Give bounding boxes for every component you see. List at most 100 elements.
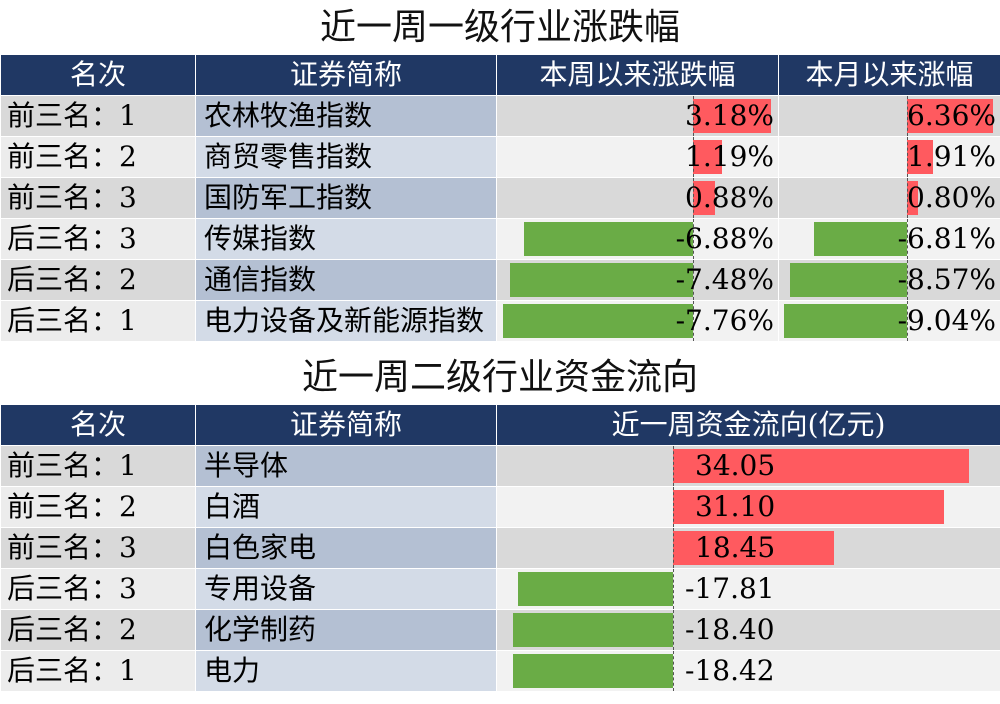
week-change-bar	[693, 99, 771, 133]
zero-axis	[693, 219, 694, 259]
month-change-cell: -6.81%	[778, 218, 1000, 260]
capital-flow-value: -18.40	[685, 613, 775, 646]
week-change-bar	[509, 263, 693, 297]
zero-axis	[907, 260, 908, 300]
capital-flow-bar	[673, 449, 970, 483]
header-rank: 名次	[0, 404, 196, 446]
security-name-cell: 国防军工指数	[195, 177, 497, 219]
week-change-value: -7.48%	[675, 263, 774, 296]
table-row: 前三名：1 农林牧渔指数 3.18% 6.36%	[0, 95, 1000, 137]
header-name: 证券简称	[195, 54, 497, 96]
zero-axis	[673, 651, 674, 691]
capital-flow-cell: 34.05	[496, 445, 1000, 487]
capital-flow-bar	[673, 531, 834, 565]
header-week-change: 本周以来涨跌幅	[496, 54, 779, 96]
capital-flow-cell: 18.45	[496, 527, 1000, 569]
month-change-cell: 1.91%	[778, 136, 1000, 178]
table-row: 后三名：2 通信指数 -7.48% -8.57%	[0, 259, 1000, 301]
zero-axis	[673, 569, 674, 609]
rank-cell: 前三名：1	[0, 445, 196, 487]
capital-flow-value: -17.81	[685, 572, 775, 605]
zero-axis	[693, 96, 694, 136]
table-row: 后三名：3 传媒指数 -6.88% -6.81%	[0, 218, 1000, 260]
month-change-cell: 0.80%	[778, 177, 1000, 219]
capital-flow-cell: 31.10	[496, 486, 1000, 528]
zero-axis	[673, 610, 674, 650]
week-change-value: 3.18%	[685, 99, 774, 132]
table-row: 前三名：2 商贸零售指数 1.19% 1.91%	[0, 136, 1000, 178]
rank-cell: 后三名：3	[0, 568, 196, 610]
week-change-bar	[502, 304, 693, 338]
week-change-cell: -7.76%	[496, 300, 779, 342]
rank-cell: 前三名：3	[0, 177, 196, 219]
week-change-value: 1.19%	[685, 140, 774, 173]
week-change-cell: 1.19%	[496, 136, 779, 178]
capital-flow-value: 34.05	[695, 449, 776, 482]
capital-flow-table: 名次 证券简称 近一周资金流向(亿元) 前三名：1 半导体 34.05 前三名：2 白酒…	[0, 404, 1000, 692]
zero-axis	[907, 178, 908, 218]
security-name-cell: 电力设备及新能源指数	[195, 300, 497, 342]
week-change-cell: -7.48%	[496, 259, 779, 301]
week-change-value: -6.88%	[675, 222, 774, 255]
security-name-cell: 化学制药	[195, 609, 497, 651]
security-name-cell: 电力	[195, 650, 497, 692]
rank-cell: 后三名：1	[0, 300, 196, 342]
zero-axis	[907, 137, 908, 177]
month-change-value: -6.81%	[897, 222, 996, 255]
week-change-cell: 3.18%	[496, 95, 779, 137]
week-change-value: -7.76%	[675, 304, 774, 337]
table1-header-row: 名次 证券简称 本周以来涨跌幅 本月以来涨幅	[0, 54, 1000, 96]
zero-axis	[693, 260, 694, 300]
month-change-bar	[907, 99, 994, 133]
month-change-bar	[907, 181, 918, 215]
rank-cell: 后三名：2	[0, 609, 196, 651]
zero-axis	[693, 301, 694, 341]
security-name-cell: 商贸零售指数	[195, 136, 497, 178]
week-change-cell: -6.88%	[496, 218, 779, 260]
week-change-bar	[693, 181, 715, 215]
table-row: 后三名：1 电力设备及新能源指数 -7.76% -9.04%	[0, 300, 1000, 342]
capital-flow-cell: -18.40	[496, 609, 1000, 651]
zero-axis	[693, 178, 694, 218]
capital-flow-bar	[673, 490, 944, 524]
capital-flow-value: 31.10	[695, 490, 776, 523]
table1-title: 近一周一级行业涨跌幅	[319, 7, 680, 48]
rank-cell: 后三名：1	[0, 650, 196, 692]
capital-flow-bar	[512, 654, 673, 688]
security-name-cell: 农林牧渔指数	[195, 95, 497, 137]
month-change-bar	[784, 304, 907, 338]
security-name-cell: 专用设备	[195, 568, 497, 610]
week-change-bar	[524, 222, 693, 256]
month-change-value: 1.91%	[907, 140, 996, 173]
month-change-value: 6.36%	[907, 99, 996, 132]
month-change-cell: -9.04%	[778, 300, 1000, 342]
rank-cell: 前三名：1	[0, 95, 196, 137]
capital-flow-bar	[512, 613, 673, 647]
security-name-cell: 白酒	[195, 486, 497, 528]
header-name: 证券简称	[195, 404, 497, 446]
week-change-bar	[693, 140, 723, 174]
rank-cell: 前三名：2	[0, 486, 196, 528]
table-row: 后三名：1 电力 -18.42	[0, 650, 1000, 692]
table-row: 前三名：3 白色家电 18.45	[0, 527, 1000, 569]
zero-axis	[673, 528, 674, 568]
table2-header-row: 名次 证券简称 近一周资金流向(亿元)	[0, 404, 1000, 446]
month-change-bar	[814, 222, 907, 256]
capital-flow-value: -18.42	[685, 654, 775, 687]
zero-axis	[693, 137, 694, 177]
table-row: 后三名：2 化学制药 -18.40	[0, 609, 1000, 651]
rank-cell: 前三名：3	[0, 527, 196, 569]
week-change-value: 0.88%	[685, 181, 774, 214]
zero-axis	[907, 96, 908, 136]
month-change-bar	[790, 263, 907, 297]
capital-flow-cell: -17.81	[496, 568, 1000, 610]
month-change-value: 0.80%	[907, 181, 996, 214]
table-row: 前三名：2 白酒 31.10	[0, 486, 1000, 528]
month-change-value: -8.57%	[897, 263, 996, 296]
header-capital-flow: 近一周资金流向(亿元)	[496, 404, 1000, 446]
rank-cell: 后三名：3	[0, 218, 196, 260]
table-row: 前三名：3 国防军工指数 0.88% 0.80%	[0, 177, 1000, 219]
rank-cell: 前三名：2	[0, 136, 196, 178]
header-month-change: 本月以来涨幅	[778, 54, 1000, 96]
capital-flow-cell: -18.42	[496, 650, 1000, 692]
